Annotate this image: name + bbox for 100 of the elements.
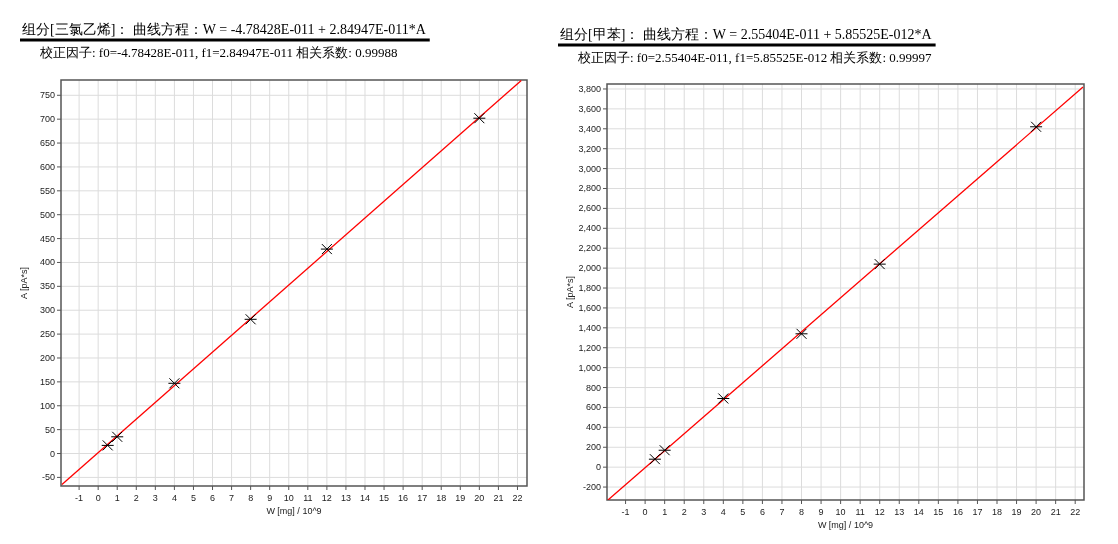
point <box>648 453 662 465</box>
point <box>716 392 730 404</box>
x-tick-label: 3 <box>152 493 158 503</box>
x-tick-label: 1 <box>114 493 120 503</box>
y-tick-label: 3,400 <box>578 123 601 134</box>
y-tick-label: 3,000 <box>578 163 601 174</box>
point <box>873 258 887 270</box>
x-tick-label: 14 <box>359 493 370 503</box>
x-tick-label: 17 <box>972 507 983 517</box>
point <box>320 243 334 255</box>
x-tick-label: 13 <box>340 493 351 503</box>
y-tick-label: 3,800 <box>578 83 601 94</box>
y-tick-label: 3,200 <box>578 143 601 154</box>
y-tick-label: 2,200 <box>578 243 601 254</box>
x-tick-label: 17 <box>417 493 428 503</box>
x-tick-label: 7 <box>779 507 785 517</box>
point <box>795 328 809 340</box>
y-tick-label: 1,800 <box>578 283 601 294</box>
x-axis-title: W [mg] / 10^9 <box>266 506 322 516</box>
y-tick-label: 550 <box>39 185 55 196</box>
y-tick-label: 2,000 <box>578 263 601 274</box>
y-tick-label: 650 <box>39 138 55 149</box>
chart-subtitle: 校正因子: f0=-4.78428E-011, f1=2.84947E-011 相关系数: 0.99988 <box>39 45 398 60</box>
x-axis-title: W [mg] / 10^9 <box>817 520 874 530</box>
y-tick-label: 700 <box>39 114 55 125</box>
x-tick-label: 2 <box>681 507 687 517</box>
y-tick-label: 0 <box>595 462 601 473</box>
point <box>110 431 124 443</box>
x-tick-label: 19 <box>455 493 466 503</box>
y-tick-label: 2,400 <box>578 223 601 234</box>
point <box>658 444 672 456</box>
chart-title: 组分[三氯乙烯]： 曲线方程：W = -4.78428E-011 + 2.84947E-011*A <box>22 22 427 37</box>
x-tick-label: 8 <box>799 507 805 517</box>
y-tick-label: 400 <box>39 257 55 268</box>
x-tick-label: 0 <box>642 507 648 517</box>
y-tick-label: 200 <box>39 352 55 363</box>
y-tick-label: 750 <box>39 90 55 101</box>
x-tick-label: 18 <box>436 493 447 503</box>
x-tick-label: 5 <box>190 493 196 503</box>
x-tick-label: 19 <box>1011 507 1022 517</box>
y-tick-label: 0 <box>49 448 55 459</box>
x-tick-label: 18 <box>992 507 1003 517</box>
y-tick-label: 400 <box>585 422 601 433</box>
y-tick-label: 2,800 <box>578 183 601 194</box>
y-tick-label: 800 <box>585 382 601 393</box>
x-tick-label: 21 <box>1050 507 1061 517</box>
point <box>167 377 181 389</box>
point <box>101 439 115 451</box>
x-tick-label: 10 <box>283 493 294 503</box>
point <box>472 112 486 124</box>
x-tick-label: 12 <box>874 507 885 517</box>
y-tick-label: -200 <box>582 482 601 493</box>
x-tick-label: 21 <box>493 493 504 503</box>
y-tick-label: 2,600 <box>578 203 601 214</box>
chart-subtitle: 校正因子: f0=2.55404E-011, f1=5.85525E-012 相关系数: 0.99997 <box>577 50 933 65</box>
y-tick-label: 300 <box>39 305 55 316</box>
x-tick-label: 12 <box>321 493 332 503</box>
x-tick-label: 4 <box>171 493 177 503</box>
y-tick-label: 600 <box>39 161 55 172</box>
point <box>1029 121 1043 133</box>
y-tick-label: 50 <box>44 424 55 435</box>
y-tick-label: 1,200 <box>578 342 601 353</box>
x-tick-label: 10 <box>835 507 846 517</box>
y-tick-label: 500 <box>39 209 55 220</box>
x-tick-label: 6 <box>210 493 216 503</box>
point <box>244 313 258 325</box>
y-tick-label: 150 <box>39 376 55 387</box>
x-tick-label: 7 <box>229 493 235 503</box>
x-tick-label: 6 <box>759 507 765 517</box>
chart-title: 组分[甲苯]： 曲线方程：W = 2.55404E-011 + 5.85525E-012*A <box>560 27 933 42</box>
y-axis-title: A [pA*s] <box>565 275 575 309</box>
y-axis-title: A [pA*s] <box>19 266 29 300</box>
y-tick-label: 200 <box>585 442 601 453</box>
y-tick-label: 100 <box>39 400 55 411</box>
x-tick-label: 13 <box>894 507 905 517</box>
x-tick-label: 20 <box>1031 507 1042 517</box>
x-tick-label: 5 <box>740 507 746 517</box>
y-tick-label: 1,600 <box>578 302 601 313</box>
y-tick-label: 450 <box>39 233 55 244</box>
x-tick-label: 11 <box>303 493 313 503</box>
x-tick-label: 9 <box>267 493 273 503</box>
y-tick-label: 600 <box>585 402 601 413</box>
x-tick-label: 15 <box>933 507 944 517</box>
x-tick-label: 3 <box>701 507 707 517</box>
y-tick-label: 350 <box>39 281 55 292</box>
x-tick-label: 11 <box>855 507 865 517</box>
x-tick-label: 0 <box>95 493 101 503</box>
x-tick-label: 22 <box>512 493 523 503</box>
x-tick-label: 20 <box>474 493 485 503</box>
y-tick-label: 3,600 <box>578 103 601 114</box>
x-tick-label: 1 <box>662 507 668 517</box>
x-tick-label: 14 <box>913 507 924 517</box>
x-tick-label: 4 <box>720 507 726 517</box>
x-tick-label: 8 <box>248 493 254 503</box>
x-tick-label: 15 <box>379 493 390 503</box>
x-tick-label: -1 <box>621 507 630 517</box>
x-tick-label: 16 <box>952 507 963 517</box>
x-tick-label: 16 <box>398 493 409 503</box>
y-tick-label: 1,400 <box>578 322 601 333</box>
y-tick-label: -50 <box>41 472 55 483</box>
